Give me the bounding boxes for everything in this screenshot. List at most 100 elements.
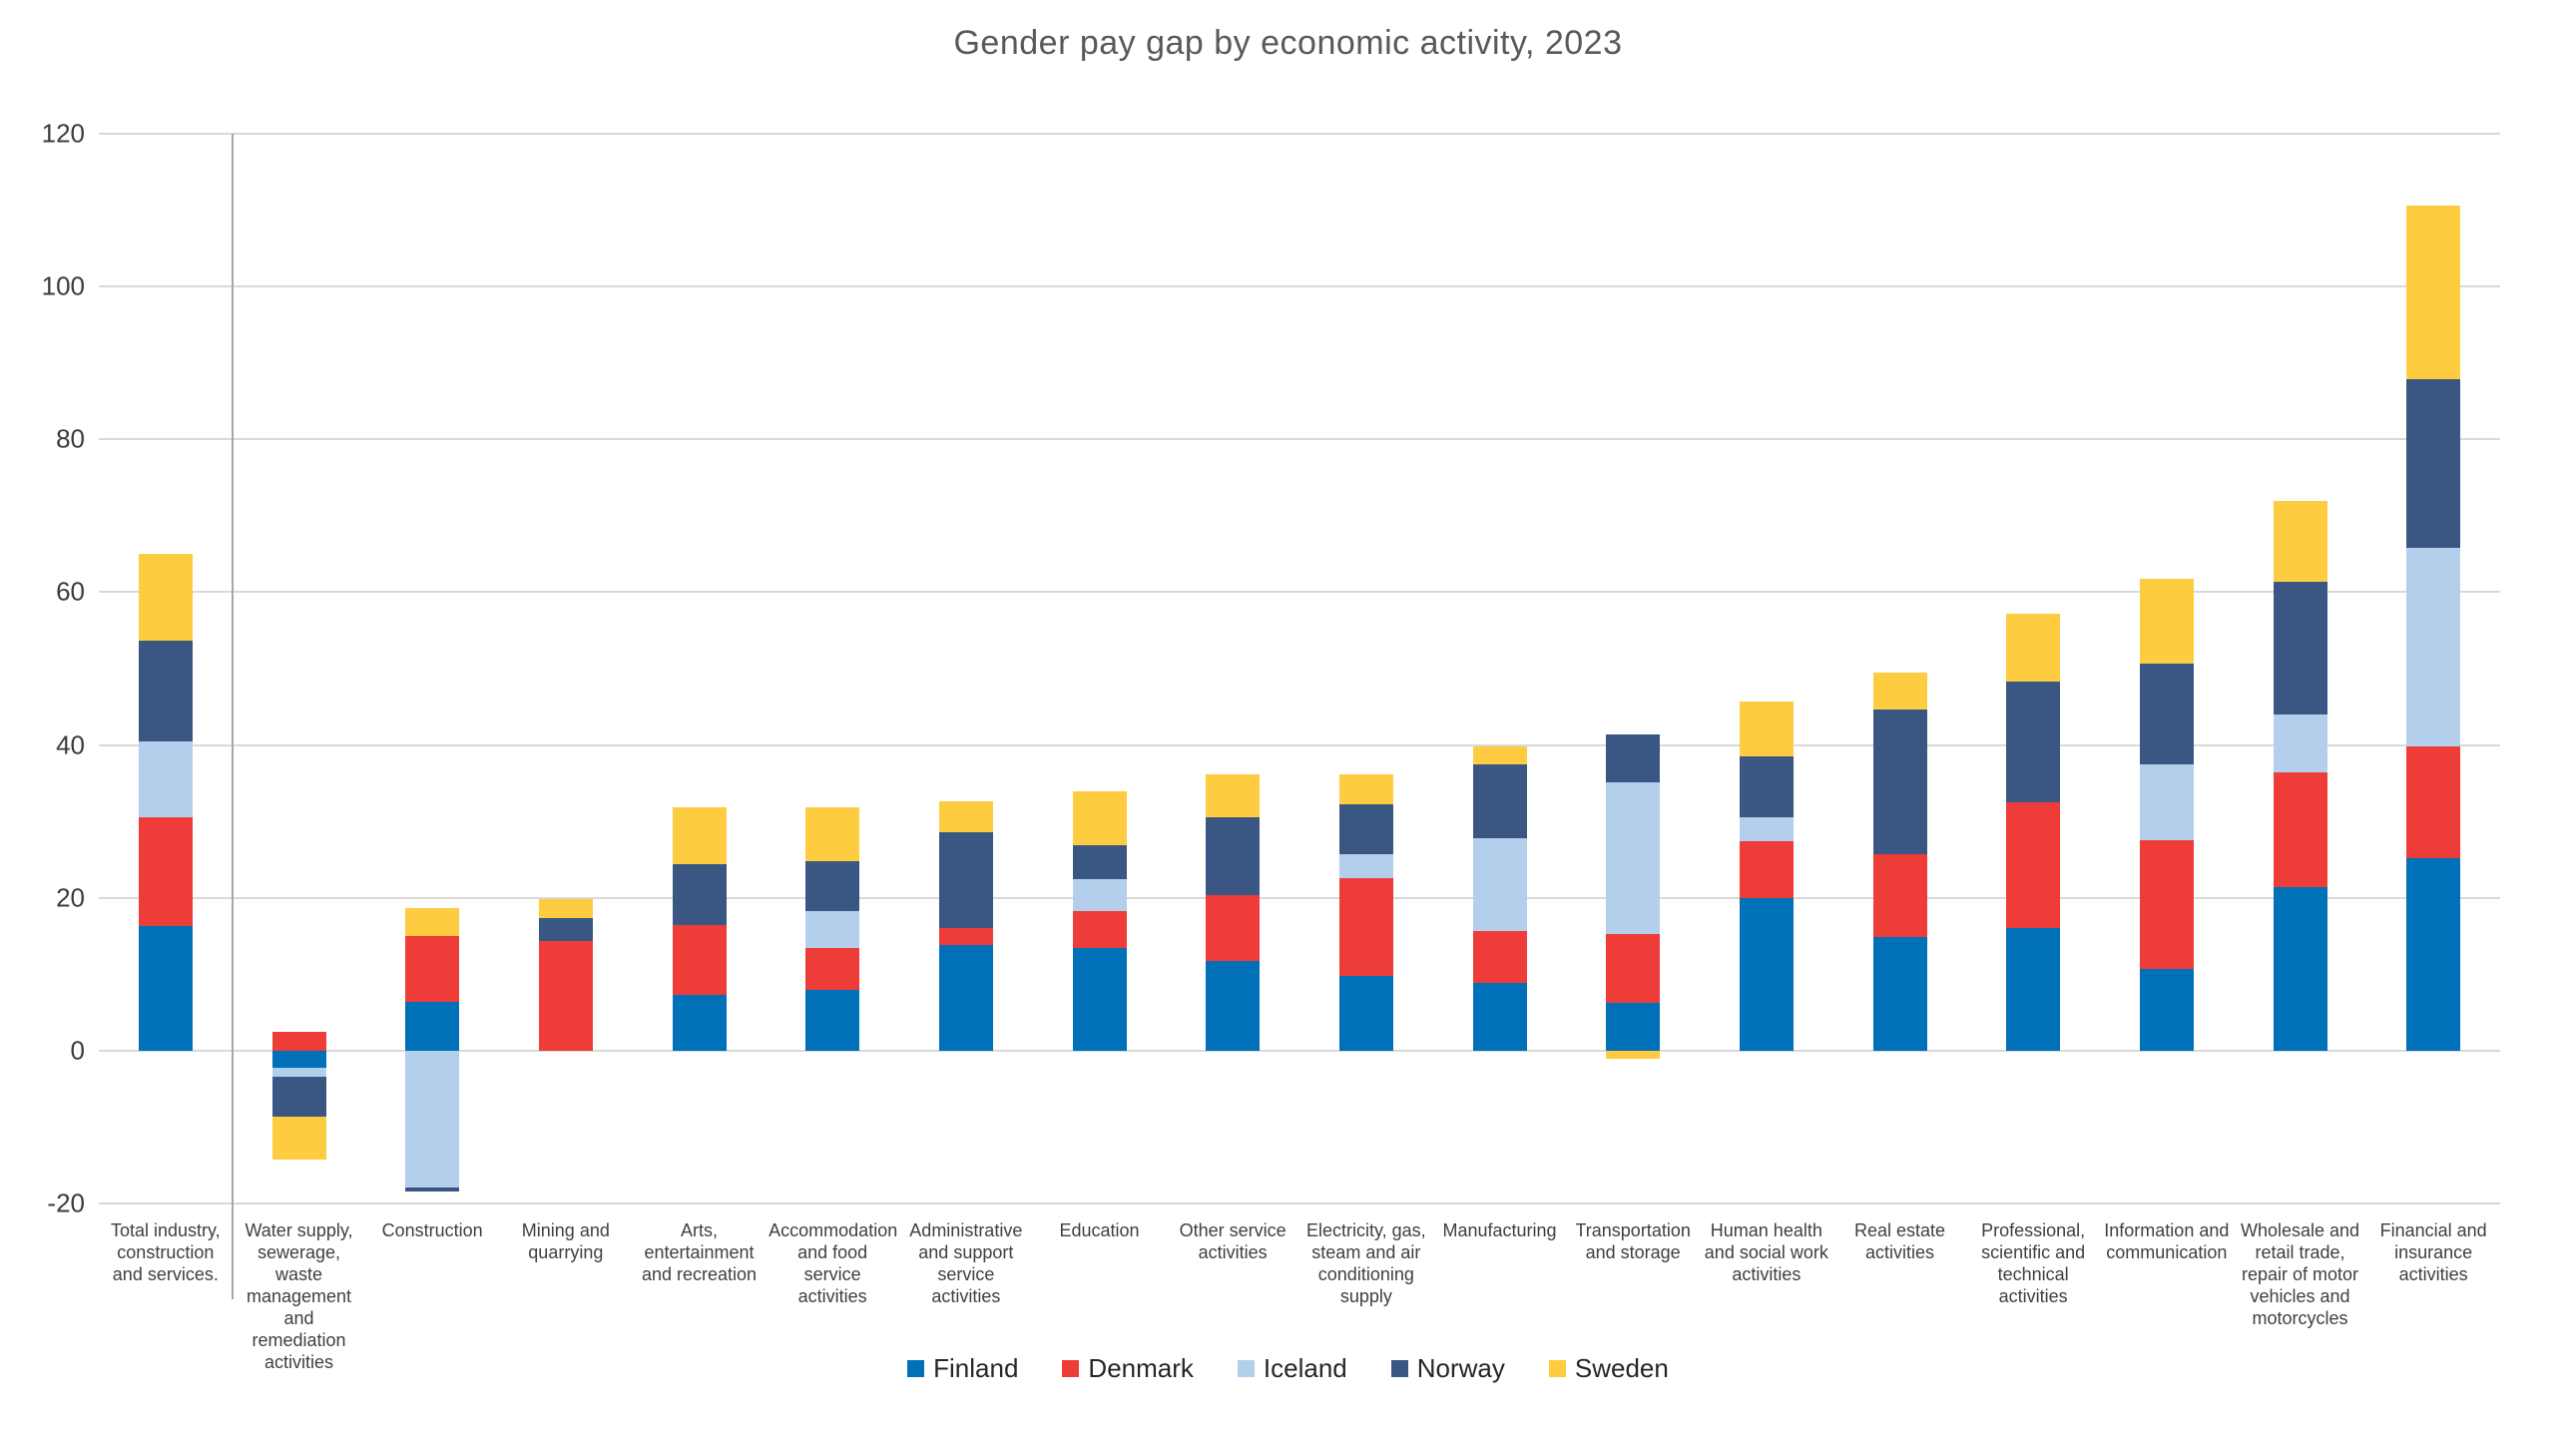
bar-segment-denmark-cat2 bbox=[271, 1031, 326, 1051]
bar-segment-finland-cat8 bbox=[1072, 948, 1127, 1051]
bar-segment-sweden-cat10 bbox=[1338, 773, 1393, 804]
bar-segment-finland-cat10 bbox=[1338, 975, 1393, 1051]
gridline-100 bbox=[99, 285, 2500, 288]
legend-swatch-finland bbox=[907, 1360, 925, 1377]
bar-segment-norway-cat9 bbox=[1206, 817, 1261, 895]
bar-segment-denmark-cat13 bbox=[1739, 841, 1794, 899]
bar-segment-norway-cat3 bbox=[405, 1187, 460, 1192]
y-tick-label-0: 0 bbox=[70, 1035, 85, 1066]
bar-segment-denmark-cat14 bbox=[1872, 854, 1927, 937]
y-tick-label-60: 60 bbox=[56, 576, 85, 607]
bar-segment-sweden-cat2 bbox=[271, 1117, 326, 1160]
bar-segment-denmark-cat18 bbox=[2406, 746, 2461, 858]
gridline-80 bbox=[99, 438, 2500, 441]
gridline-0 bbox=[99, 1049, 2500, 1052]
category-separator-line bbox=[231, 134, 234, 1299]
bar-segment-sweden-cat15 bbox=[2006, 613, 2061, 682]
y-tick-label--20: -20 bbox=[47, 1188, 85, 1218]
x-category-label-13: Human health and social work activities bbox=[1704, 1220, 1828, 1284]
legend-swatch-iceland bbox=[1237, 1360, 1255, 1377]
bar-segment-finland-cat3 bbox=[405, 1001, 460, 1051]
bar-segment-finland-cat6 bbox=[805, 989, 860, 1051]
x-category-label-3: Construction bbox=[381, 1220, 483, 1240]
bar-segment-denmark-cat16 bbox=[2139, 839, 2194, 969]
bar-segment-finland-cat13 bbox=[1739, 898, 1794, 1051]
bar-segment-finland-cat12 bbox=[1606, 1002, 1661, 1051]
bar-segment-norway-cat18 bbox=[2406, 378, 2461, 548]
bar-segment-sweden-cat7 bbox=[938, 801, 993, 832]
legend-label-iceland: Iceland bbox=[1263, 1353, 1347, 1383]
x-category-label-15: Professional, scientific and technical a… bbox=[1981, 1220, 2086, 1306]
bar-segment-denmark-cat17 bbox=[2273, 772, 2327, 887]
bar-segment-sweden-cat9 bbox=[1206, 773, 1261, 818]
legend-swatch-denmark bbox=[1062, 1360, 1080, 1377]
x-category-label-4: Mining and quarrying bbox=[521, 1220, 610, 1262]
y-tick-label-40: 40 bbox=[56, 729, 85, 760]
bar-segment-finland-cat14 bbox=[1872, 936, 1927, 1051]
bar-segment-denmark-cat1 bbox=[138, 816, 193, 927]
bar-segment-iceland-cat11 bbox=[1472, 837, 1527, 932]
bar-segment-sweden-cat11 bbox=[1472, 746, 1527, 764]
bar-segment-denmark-cat3 bbox=[405, 936, 460, 1002]
bar-segment-iceland-cat13 bbox=[1739, 817, 1794, 842]
bar-segment-sweden-cat18 bbox=[2406, 205, 2461, 379]
bar-segment-norway-cat2 bbox=[271, 1076, 326, 1118]
x-category-label-11: Manufacturing bbox=[1442, 1220, 1557, 1240]
legend-item-sweden: Sweden bbox=[1548, 1353, 1669, 1384]
legend-item-finland: Finland bbox=[907, 1353, 1018, 1384]
gridline-20 bbox=[99, 896, 2500, 899]
legend-item-denmark: Denmark bbox=[1062, 1353, 1194, 1384]
bar-segment-sweden-cat6 bbox=[805, 806, 860, 861]
bar-segment-iceland-cat17 bbox=[2273, 714, 2327, 773]
bar-segment-denmark-cat8 bbox=[1072, 910, 1127, 949]
x-category-label-5: Arts, entertainment and recreation bbox=[641, 1220, 758, 1284]
bar-segment-iceland-cat12 bbox=[1606, 782, 1661, 935]
gridline-120 bbox=[99, 133, 2500, 135]
x-category-label-7: Administrative and support service activ… bbox=[909, 1220, 1023, 1306]
legend-swatch-norway bbox=[1390, 1360, 1408, 1377]
bar-segment-iceland-cat18 bbox=[2406, 548, 2461, 747]
bar-segment-iceland-cat8 bbox=[1072, 879, 1127, 911]
bar-segment-finland-cat16 bbox=[2139, 968, 2194, 1051]
y-tick-label-120: 120 bbox=[41, 118, 85, 149]
legend-swatch-sweden bbox=[1548, 1360, 1566, 1377]
bar-segment-denmark-cat11 bbox=[1472, 931, 1527, 983]
x-category-label-1: Total industry, construction and service… bbox=[110, 1220, 221, 1284]
bar-segment-norway-cat16 bbox=[2139, 663, 2194, 764]
bar-segment-iceland-cat16 bbox=[2139, 763, 2194, 840]
x-category-label-2: Water supply, sewerage, waste management… bbox=[245, 1220, 353, 1372]
bar-segment-sweden-cat5 bbox=[672, 807, 727, 865]
bar-segment-norway-cat10 bbox=[1338, 803, 1393, 855]
bar-segment-finland-cat15 bbox=[2006, 928, 2061, 1051]
bar-segment-norway-cat12 bbox=[1606, 733, 1661, 783]
y-tick-label-80: 80 bbox=[56, 423, 85, 454]
bar-segment-sweden-cat14 bbox=[1872, 672, 1927, 711]
bar-segment-finland-cat1 bbox=[138, 926, 193, 1051]
bar-segment-finland-cat18 bbox=[2406, 857, 2461, 1051]
legend-label-norway: Norway bbox=[1416, 1353, 1505, 1383]
legend-item-norway: Norway bbox=[1390, 1353, 1505, 1384]
x-category-label-18: Financial and insurance activities bbox=[2379, 1220, 2487, 1284]
bar-segment-denmark-cat4 bbox=[538, 940, 593, 1051]
bar-segment-denmark-cat10 bbox=[1338, 877, 1393, 976]
bar-segment-norway-cat17 bbox=[2273, 582, 2327, 715]
bar-segment-iceland-cat2 bbox=[271, 1068, 326, 1077]
x-category-label-8: Education bbox=[1059, 1220, 1140, 1240]
gridline-60 bbox=[99, 591, 2500, 594]
bar-segment-sweden-cat1 bbox=[138, 554, 193, 641]
plot-area bbox=[99, 133, 2500, 1204]
bar-segment-norway-cat8 bbox=[1072, 844, 1127, 880]
bar-segment-norway-cat4 bbox=[538, 918, 593, 941]
legend-label-finland: Finland bbox=[933, 1353, 1019, 1383]
x-category-label-16: Information and communication bbox=[2104, 1220, 2230, 1262]
x-category-label-10: Electricity, gas, steam and air conditio… bbox=[1305, 1220, 1426, 1306]
bar-segment-iceland-cat10 bbox=[1338, 854, 1393, 878]
bar-segment-finland-cat11 bbox=[1472, 982, 1527, 1051]
bar-segment-finland-cat7 bbox=[938, 945, 993, 1051]
y-tick-label-20: 20 bbox=[56, 882, 85, 913]
bar-segment-finland-cat9 bbox=[1206, 961, 1261, 1051]
legend: Finland Denmark Iceland Norway Sweden bbox=[0, 1353, 2576, 1384]
x-category-label-17: Wholesale and retail trade, repair of mo… bbox=[2240, 1220, 2360, 1328]
bar-segment-denmark-cat7 bbox=[938, 928, 993, 946]
chart-title: Gender pay gap by economic activity, 202… bbox=[953, 24, 1623, 62]
